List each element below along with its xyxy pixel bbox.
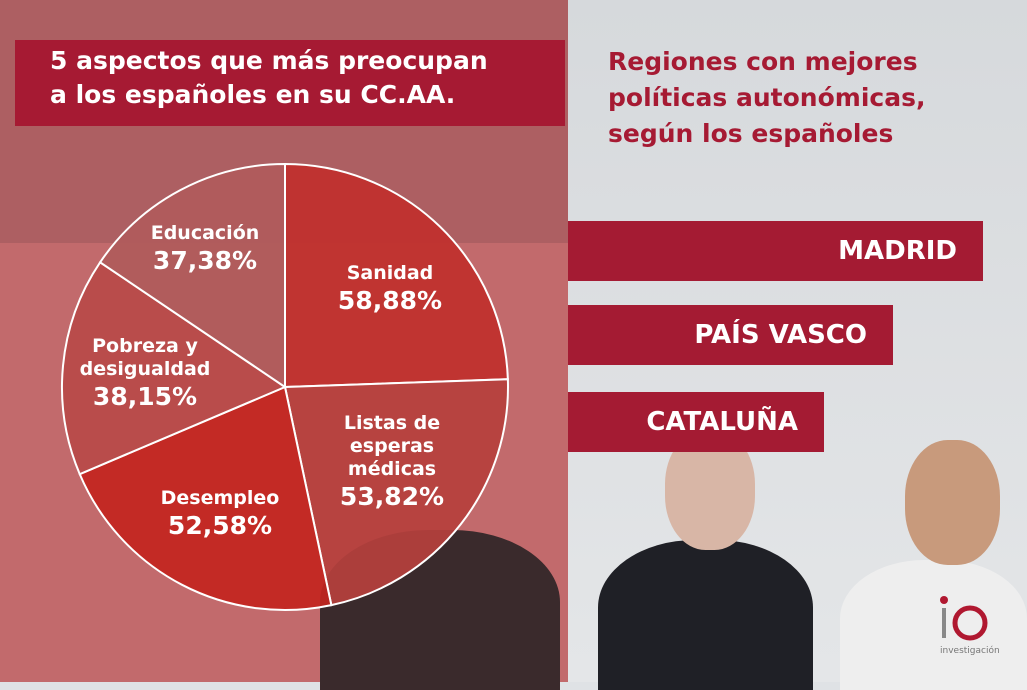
left-title: 5 aspectos que más preocupan a los españ… xyxy=(50,44,488,112)
region-label: CATALUÑA xyxy=(646,407,798,437)
pie-label: Educación 37,38% xyxy=(151,222,260,277)
pie-label-value: 53,82% xyxy=(339,482,445,511)
photo-person-woman-2-head xyxy=(905,440,1000,565)
pie-slice-desempleo xyxy=(78,385,333,611)
region-bar-pais-vasco: PAÍS VASCO xyxy=(568,305,893,365)
left-title-band xyxy=(15,40,565,126)
region-bar-cataluna: CATALUÑA xyxy=(568,392,824,452)
pie-label-value: 52,58% xyxy=(167,511,273,540)
pie-slice-educaci-n xyxy=(98,162,286,389)
right-title-line3: según los españoles xyxy=(608,119,894,148)
pie-slice-sanidad xyxy=(284,162,509,389)
pie-label-value: 58,88% xyxy=(337,286,443,315)
region-label: MADRID xyxy=(838,236,957,266)
pie-label-category: desigualdad xyxy=(79,358,211,380)
right-title-line1: Regiones con mejores xyxy=(608,47,918,76)
pie-label-category: Pobreza y xyxy=(92,335,198,357)
left-title-line1: 5 aspectos que más preocupan xyxy=(50,46,488,75)
pie-label-category: Desempleo xyxy=(160,487,280,509)
pie-label-category: Sanidad xyxy=(346,262,434,284)
pie-label: Listas de esperas médicas 53,82% xyxy=(340,412,444,513)
photo-person-woman-1 xyxy=(598,540,813,690)
pie-label-category: Educación xyxy=(150,222,260,244)
pie-label-category: esperas xyxy=(349,435,435,457)
pie-label-category: médicas xyxy=(347,458,437,480)
left-title-line2: a los españoles en su CC.AA. xyxy=(50,80,456,109)
region-bar-madrid: MADRID xyxy=(568,221,983,281)
pie-label: Desempleo 52,58% xyxy=(161,487,280,542)
photo-person-woman-2 xyxy=(840,560,1027,690)
region-label: PAÍS VASCO xyxy=(694,320,867,350)
pie-label-category: Listas de xyxy=(343,412,441,434)
pie-label: Sanidad 58,88% xyxy=(338,262,442,317)
pie-label-value: 37,38% xyxy=(152,246,258,275)
right-title-line2: políticas autonómicas, xyxy=(608,83,926,112)
pie-slice-listas-de-esperas-m-dicas xyxy=(283,378,509,607)
pie-label: Pobreza y desigualdad 38,15% xyxy=(80,335,211,413)
logo-text: investigación xyxy=(940,645,1000,656)
right-title: Regiones con mejores políticas autonómic… xyxy=(608,44,925,152)
pie-label-value: 38,15% xyxy=(92,382,198,411)
io-logo: investigación xyxy=(930,590,1005,660)
pie-slice-pobreza-y-desigualdad xyxy=(61,260,288,476)
